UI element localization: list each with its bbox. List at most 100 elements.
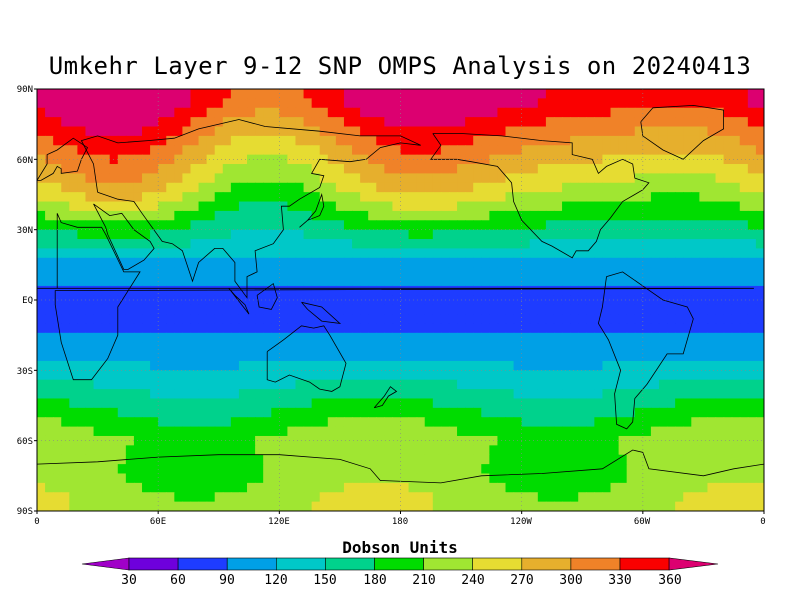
contour-cell: [537, 173, 547, 184]
contour-cell: [61, 360, 70, 371]
contour-cell: [650, 257, 660, 268]
contour-cell: [384, 473, 394, 484]
contour-cell: [287, 210, 297, 221]
contour-cell: [311, 501, 321, 511]
contour-cell: [295, 145, 305, 156]
contour-cell: [279, 107, 289, 118]
contour-cell: [731, 398, 741, 409]
contour-cell: [311, 173, 321, 184]
contour-cell: [489, 145, 499, 156]
contour-cell: [497, 135, 507, 146]
contour-cell: [77, 285, 87, 296]
contour-cell: [473, 417, 482, 428]
contour-cell: [247, 285, 256, 296]
contour-cell: [101, 407, 111, 418]
contour-cell: [586, 285, 595, 296]
contour-cell: [247, 98, 256, 109]
contour-cell: [230, 454, 240, 465]
contour-cell: [263, 332, 272, 343]
contour-cell: [553, 398, 563, 409]
contour-cell: [279, 276, 289, 287]
contour-cell: [247, 257, 256, 268]
contour-cell: [327, 445, 337, 456]
contour-cell: [529, 417, 539, 428]
contour-cell: [545, 267, 555, 278]
contour-cell: [360, 304, 369, 315]
contour-cell: [69, 182, 78, 193]
contour-cell: [432, 473, 442, 484]
contour-cell: [707, 164, 717, 174]
contour-cell: [457, 220, 466, 231]
contour-cell: [384, 379, 394, 390]
contour-cell: [53, 98, 62, 109]
contour-cell: [142, 164, 151, 174]
contour-cell: [45, 435, 54, 446]
contour-cell: [158, 342, 167, 353]
contour-cell: [93, 426, 103, 437]
contour-cell: [481, 173, 490, 184]
contour-cell: [319, 492, 329, 503]
contour-cell: [150, 192, 159, 203]
contour-cell: [642, 164, 652, 174]
contour-cell: [739, 379, 749, 390]
contour-cell: [303, 435, 313, 446]
contour-cell: [553, 135, 563, 146]
contour-cell: [739, 164, 749, 174]
contour-cell: [505, 379, 515, 390]
contour-cell: [416, 145, 426, 156]
contour-cell: [723, 482, 733, 493]
contour-cell: [618, 107, 628, 118]
contour-cell: [150, 323, 159, 334]
contour-cell: [295, 407, 305, 418]
contour-cell: [222, 154, 232, 165]
contour-cell: [69, 201, 78, 212]
contour-cell: [133, 360, 143, 371]
contour-cell: [465, 248, 474, 259]
contour-cell: [117, 342, 127, 353]
contour-cell: [230, 248, 240, 259]
contour-cell: [61, 145, 70, 156]
contour-cell: [400, 342, 410, 353]
contour-cell: [489, 98, 499, 109]
contour-cell: [263, 417, 272, 428]
contour-cell: [343, 210, 353, 221]
contour-cell: [594, 379, 604, 390]
contour-cell: [37, 370, 46, 381]
colorbar-label: 60: [170, 573, 186, 588]
contour-cell: [586, 407, 595, 418]
contour-cell: [77, 220, 87, 231]
contour-cell: [739, 229, 749, 240]
contour-cell: [658, 164, 668, 174]
contour-cell: [133, 304, 143, 315]
contour-cell: [529, 201, 539, 212]
contour-cell: [117, 370, 127, 381]
contour-cell: [634, 435, 644, 446]
contour-cell: [222, 351, 232, 362]
contour-cell: [570, 464, 579, 475]
contour-cell: [650, 360, 660, 371]
contour-cell: [85, 239, 95, 250]
contour-cell: [658, 201, 668, 212]
contour-cell: [206, 482, 216, 493]
contour-cell: [691, 445, 700, 456]
contour-cell: [190, 370, 200, 381]
contour-cell: [465, 417, 474, 428]
contour-cell: [513, 445, 523, 456]
contour-cell: [497, 192, 507, 203]
contour-cell: [683, 370, 692, 381]
contour-cell: [513, 192, 523, 203]
contour-cell: [142, 145, 151, 156]
contour-cell: [182, 210, 192, 221]
contour-cell: [465, 492, 474, 503]
contour-cell: [755, 370, 764, 381]
contour-cell: [586, 323, 595, 334]
contour-cell: [392, 229, 402, 240]
contour-cell: [521, 248, 531, 259]
contour-cell: [279, 454, 289, 465]
contour-cell: [368, 89, 377, 99]
contour-cell: [37, 267, 46, 278]
contour-cell: [392, 417, 402, 428]
contour-cell: [432, 464, 442, 475]
contour-cell: [343, 135, 353, 146]
contour-cell: [731, 276, 741, 287]
